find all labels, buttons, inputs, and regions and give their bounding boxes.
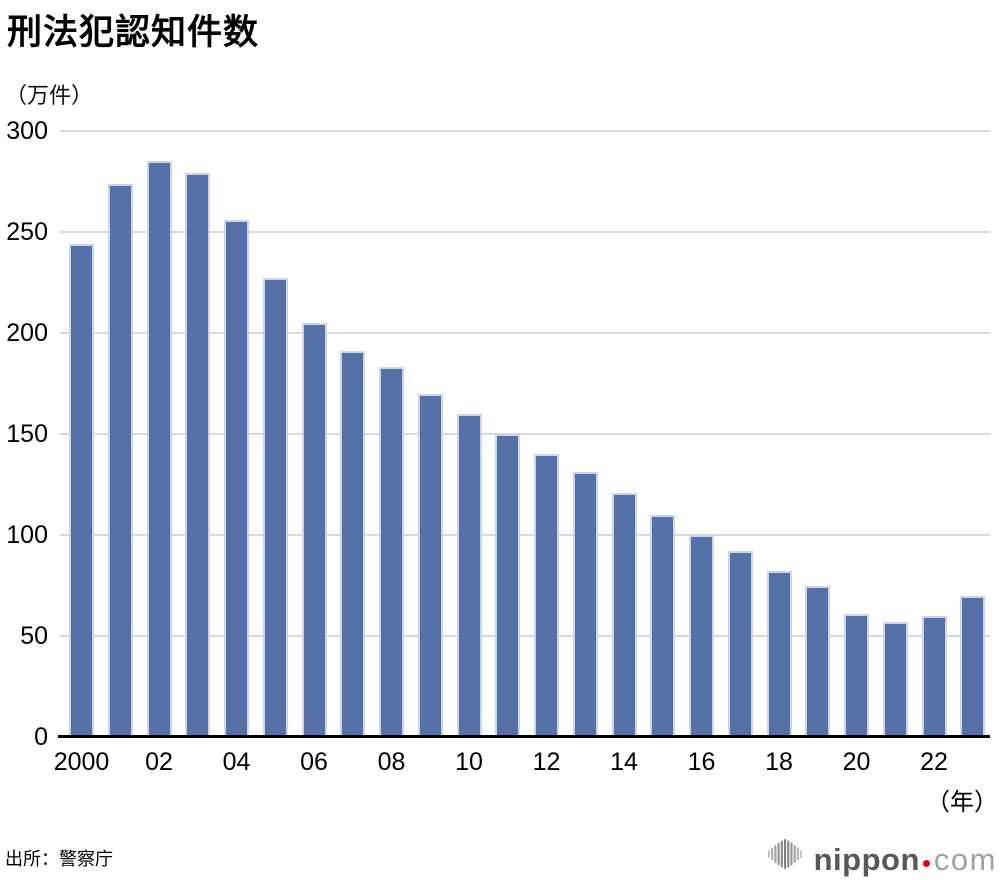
bar-2000 — [69, 244, 94, 737]
y-tick-label-150: 150 — [6, 420, 48, 448]
bar-2016 — [689, 535, 714, 737]
x-tick-label-2022: 22 — [920, 748, 948, 776]
bar-2003 — [185, 173, 211, 737]
x-tick-label-2020: 20 — [842, 748, 871, 776]
gridline-50 — [60, 635, 990, 637]
bar-2022 — [921, 615, 947, 737]
bar-2015 — [650, 514, 676, 737]
gridline-250 — [60, 231, 990, 233]
bar-2009 — [417, 393, 443, 737]
bar-2002 — [146, 161, 172, 737]
bar-2005 — [262, 278, 288, 737]
x-tick-label-2016: 16 — [687, 748, 716, 776]
x-tick-label-2000: 2000 — [53, 748, 110, 776]
x-tick-label-2018: 18 — [765, 748, 793, 776]
soundwave-bars-icon — [767, 839, 802, 869]
bar-2008 — [379, 367, 404, 737]
bar-2019 — [805, 585, 831, 737]
bar-2007 — [340, 351, 366, 737]
bar-2014 — [611, 492, 637, 737]
x-tick-label-2010: 10 — [455, 748, 483, 776]
logo-tld-text: com — [933, 842, 997, 877]
bar-2013 — [572, 472, 598, 737]
gridline-200 — [60, 332, 990, 334]
bar-2012 — [534, 454, 559, 737]
bar-2001 — [107, 183, 133, 737]
x-tick-label-2004: 04 — [222, 748, 251, 776]
y-tick-label-100: 100 — [6, 521, 48, 549]
x-tick-label-2012: 12 — [532, 748, 561, 776]
bar-2004 — [224, 219, 249, 737]
gridline-300 — [60, 130, 990, 132]
y-tick-label-200: 200 — [6, 319, 48, 347]
bar-2010 — [456, 413, 482, 737]
y-tick-label-300: 300 — [6, 117, 48, 145]
x-tick-label-2006: 06 — [300, 748, 328, 776]
source-note: 出所：警察庁 — [5, 849, 113, 869]
y-tick-label-250: 250 — [6, 218, 48, 246]
y-tick-label-0: 0 — [34, 723, 48, 751]
bar-2017 — [727, 551, 753, 737]
gridline-150 — [60, 433, 990, 435]
y-tick-label-50: 50 — [20, 622, 48, 650]
bar-2021 — [882, 621, 908, 737]
nippon-logo: nippon com — [766, 827, 997, 875]
bar-2011 — [495, 434, 521, 737]
x-axis-line — [58, 735, 990, 738]
x-axis-unit-label: （年） — [926, 789, 998, 816]
bar-2023 — [960, 595, 986, 737]
bar-2018 — [766, 571, 792, 737]
x-tick-label-2008: 08 — [377, 748, 406, 776]
x-tick-label-2014: 14 — [610, 748, 638, 776]
logo-name-text: nippon — [813, 842, 920, 877]
crime-bar-chart: 刑法犯認知件数 （万件） 0 50 100 150 200 250 300 2000 02 04 0… — [5, 13, 998, 816]
chart-title: 刑法犯認知件数 — [7, 13, 260, 52]
x-tick-label-2002: 02 — [145, 748, 173, 776]
bar-2006 — [301, 322, 327, 737]
logo-red-dot-icon — [922, 860, 930, 867]
gridline-100 — [60, 534, 990, 536]
bar-2020 — [844, 613, 869, 737]
y-axis-unit-label: （万件） — [5, 83, 94, 108]
